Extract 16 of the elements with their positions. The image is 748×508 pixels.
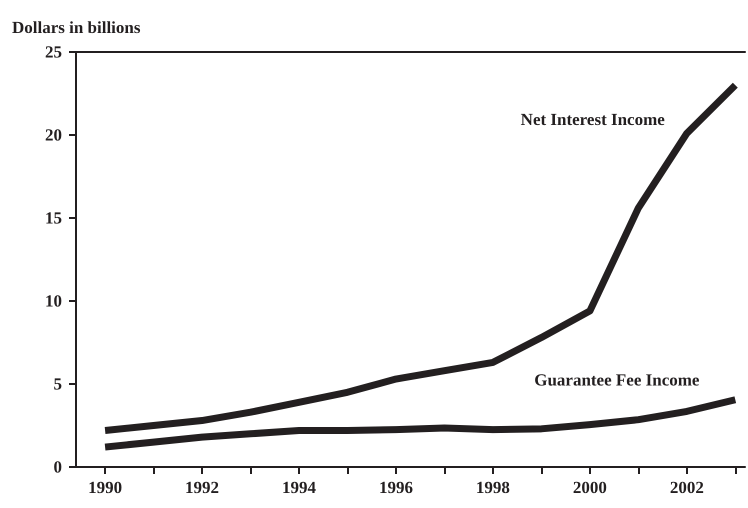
- x-tick-label: 2000: [572, 478, 607, 497]
- y-tick-label: 0: [54, 458, 62, 476]
- x-tick-label: 1990: [88, 478, 122, 497]
- x-tick-label: 1994: [282, 478, 316, 497]
- x-tick-label: 1998: [476, 478, 510, 497]
- x-tick-label: 1996: [378, 478, 413, 497]
- y-tick-label: 5: [54, 374, 62, 394]
- y-tick-label: 25: [45, 42, 62, 62]
- y-axis-title: Dollars in billions: [12, 18, 141, 37]
- y-tick-label: 15: [45, 208, 62, 228]
- y-tick-label: 10: [45, 292, 62, 310]
- x-tick-label: 1992: [185, 478, 220, 497]
- x-tick-label: 2002: [670, 478, 704, 497]
- series-label: Net Interest Income: [520, 110, 666, 129]
- y-tick-label: 20: [45, 126, 62, 144]
- series-label: Guarantee Fee Income: [534, 370, 700, 390]
